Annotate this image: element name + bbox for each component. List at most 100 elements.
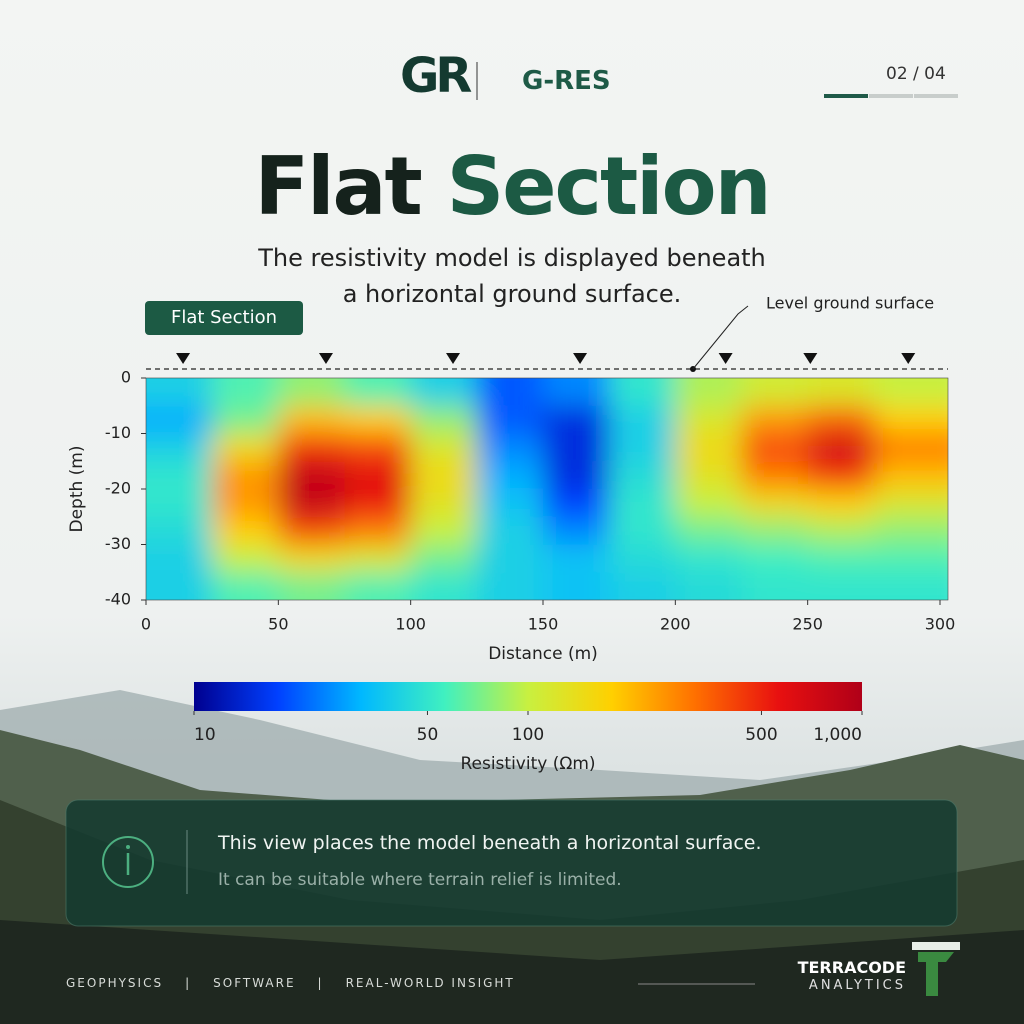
heatmap-cell	[675, 544, 742, 573]
heatmap-cell	[476, 378, 544, 407]
title-dark: Flat	[254, 140, 422, 233]
colorbar-tick-label: 1,000	[813, 725, 862, 745]
heatmap-cell	[543, 544, 610, 573]
info-line: It can be suitable where terrain relief …	[218, 870, 622, 890]
heatmap-cell	[675, 405, 742, 434]
x-axis-label: Distance (m)	[488, 644, 598, 664]
heatmap-cell	[278, 405, 345, 434]
info-line: This view places the model beneath a hor…	[218, 832, 762, 854]
heatmap-cell	[675, 461, 742, 490]
heatmap-cell	[146, 516, 213, 545]
electrode	[318, 353, 333, 364]
electrode	[573, 353, 588, 364]
electrode	[176, 353, 191, 364]
heatmap-cell	[873, 405, 948, 434]
annotation-leader	[692, 305, 749, 370]
heatmap-cell	[807, 489, 875, 518]
y-tick-label: -30	[105, 534, 131, 553]
heatmap-cell	[543, 461, 610, 490]
heatmap-cell	[543, 572, 610, 600]
heatmap-cell	[609, 378, 676, 407]
title: Flat Section	[0, 140, 1024, 233]
y-tick-label: -20	[105, 479, 131, 498]
heatmap-cell	[609, 461, 676, 490]
heatmap-cell	[807, 572, 875, 600]
heatmap-cell	[212, 489, 279, 518]
y-axis-label: Depth (m)	[67, 445, 87, 532]
heatmap-cell	[741, 572, 809, 600]
pager: 02 / 04	[886, 64, 946, 84]
heatmap-cell	[807, 544, 875, 573]
electrode	[901, 353, 916, 364]
x-tick-label: 250	[792, 615, 823, 634]
heatmap-cell	[741, 544, 809, 573]
footer-tags: GEOPHYSICS | SOFTWARE | REAL-WORLD INSIGHT	[66, 976, 515, 990]
x-tick-label: 100	[395, 615, 426, 634]
separator: |	[185, 976, 192, 990]
heatmap-cell	[807, 516, 875, 545]
heatmap-cell	[543, 489, 610, 518]
heatmap-cell	[410, 489, 478, 518]
colorbar-tick-label: 50	[417, 725, 439, 745]
heatmap-cell	[873, 516, 948, 545]
heatmap-cell	[278, 461, 345, 490]
separator: |	[317, 976, 324, 990]
heatmap-cell	[146, 544, 213, 573]
heatmap-cell	[278, 516, 345, 545]
electrode	[718, 353, 733, 364]
heatmap-cell	[212, 516, 279, 545]
x-tick-label: 50	[268, 615, 288, 634]
colorbar-tick-label: 10	[194, 725, 216, 745]
heatmap-cell	[741, 405, 809, 434]
footer-tag: REAL-WORLD INSIGHT	[345, 976, 515, 990]
heatmap-cell	[212, 405, 279, 434]
electrode	[803, 353, 818, 364]
heatmap-cell	[212, 572, 279, 600]
heatmap-cell	[543, 405, 610, 434]
heatmap-cell	[212, 544, 279, 573]
y-tick-label: 0	[121, 368, 131, 387]
heatmap-cell	[476, 544, 544, 573]
x-tick-label: 200	[660, 615, 691, 634]
x-tick-label: 0	[141, 615, 151, 634]
heatmap-cell	[476, 433, 544, 462]
annotation: Level ground surface	[766, 294, 934, 313]
x-tick-label: 300	[925, 615, 956, 634]
heatmap-cell	[807, 405, 875, 434]
heatmap-cell	[410, 461, 478, 490]
heatmap-cell	[278, 489, 345, 518]
heatmap-cell	[609, 433, 676, 462]
heatmap-cell	[873, 544, 948, 573]
heatmap-cell	[873, 378, 948, 407]
heatmap-cell	[344, 461, 412, 490]
heatmap-cell	[476, 405, 544, 434]
heatmap-cell	[476, 516, 544, 545]
heatmap-cell	[344, 516, 412, 545]
heatmap-cell	[609, 489, 676, 518]
heatmap-cell	[609, 405, 676, 434]
heatmap-cell	[873, 461, 948, 490]
heatmap-cell	[344, 378, 412, 407]
title-accent: Section	[446, 140, 772, 233]
heatmap-cell	[278, 544, 345, 573]
heatmap-cell	[675, 433, 742, 462]
electrode	[446, 353, 461, 364]
brand-name: G-RES	[522, 66, 611, 96]
colorbar-label: Resistivity (Ωm)	[460, 754, 595, 774]
heatmap-cell	[741, 489, 809, 518]
heatmap-cell	[675, 378, 742, 407]
heatmap-cell	[146, 405, 213, 434]
heatmap-cell	[146, 433, 213, 462]
footer-tag: SOFTWARE	[213, 976, 296, 990]
heatmap-cell	[476, 489, 544, 518]
heatmap-cell	[344, 544, 412, 573]
heatmap-cell	[278, 378, 345, 407]
logo-mark: GR	[400, 48, 472, 104]
subtitle-line: The resistivity model is displayed benea…	[258, 244, 766, 272]
heatmap-cell	[476, 461, 544, 490]
heatmap-cell	[543, 516, 610, 545]
colorbar	[194, 682, 862, 711]
heatmap-cell	[344, 433, 412, 462]
heatmap-cell	[741, 433, 809, 462]
